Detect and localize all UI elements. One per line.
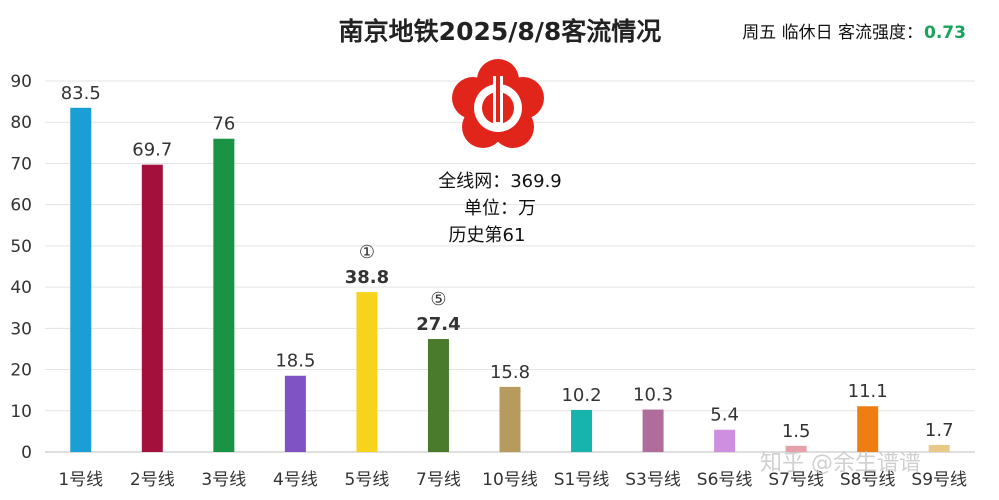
rank-marker: ⑤ <box>430 289 446 310</box>
y-tick-label: 90 <box>10 72 32 92</box>
bar-S8号线 <box>857 406 879 452</box>
intensity-value: 0.73 <box>924 23 966 43</box>
bar-S1号线 <box>571 409 593 452</box>
y-tick-label: 70 <box>10 154 32 174</box>
bar-S7号线 <box>785 445 807 452</box>
x-tick-label: S6号线 <box>697 470 753 490</box>
x-tick-label: S3号线 <box>625 470 681 490</box>
bar-7号线 <box>427 339 449 452</box>
bar-2号线 <box>141 164 163 453</box>
x-tick-label: 5号线 <box>345 470 390 490</box>
x-tick-label: S1号线 <box>554 470 610 490</box>
data-label: 69.7 <box>132 140 172 161</box>
y-tick-label: 10 <box>10 402 32 422</box>
bar-5号线 <box>356 292 378 452</box>
y-tick-label: 80 <box>10 113 32 133</box>
bars <box>70 107 950 453</box>
data-label: 83.5 <box>61 83 101 104</box>
x-tick-label: 10号线 <box>482 470 538 490</box>
data-label: 27.4 <box>416 314 460 335</box>
x-tick-label: S9号线 <box>911 470 967 490</box>
unit-label: 单位：万 <box>464 198 536 219</box>
x-tick-label: S7号线 <box>768 470 824 490</box>
bar-10号线 <box>499 386 521 452</box>
y-tick-label: 40 <box>10 278 32 298</box>
x-tick-label: 3号线 <box>201 470 246 490</box>
x-tick-label: 4号线 <box>273 470 318 490</box>
x-tick-label: 2号线 <box>130 470 175 490</box>
y-tick-label: 50 <box>10 237 32 257</box>
data-label: 1.5 <box>782 421 811 442</box>
y-tick-label: 60 <box>10 196 32 216</box>
y-ticks: 0 10 20 30 40 50 60 70 80 90 <box>10 72 32 463</box>
day-type-label: 周五 临休日 客流强度： <box>742 23 923 43</box>
data-label: 10.2 <box>561 385 601 406</box>
watermark: 知乎 @余生谱谱 <box>760 451 921 476</box>
y-tick-label: 20 <box>10 361 32 381</box>
x-tick-label: S8号线 <box>840 470 896 490</box>
y-tick-label: 0 <box>21 443 32 463</box>
total-ridership: 全线网：369.9 <box>438 171 562 192</box>
x-tick-label: 7号线 <box>416 470 461 490</box>
data-label: 15.8 <box>490 362 530 383</box>
x-tick-label: 1号线 <box>58 470 103 490</box>
bar-S9号线 <box>928 444 950 452</box>
bar-4号线 <box>284 375 306 452</box>
history-rank: 历史第61 <box>449 225 526 246</box>
bar-1号线 <box>70 107 92 453</box>
data-label: 1.7 <box>925 420 954 441</box>
y-tick-label: 30 <box>10 319 32 339</box>
data-label: 5.4 <box>710 405 739 426</box>
nanjing-metro-logo-icon <box>452 59 544 148</box>
data-label: 18.5 <box>275 351 315 372</box>
value-labels: 83.5 69.7 76 18.5 38.8 ① 27.4 ⑤ 15.8 10.2 10.3 5.4 1… <box>61 83 954 442</box>
data-label: 11.1 <box>848 381 888 402</box>
data-label: 76 <box>212 114 235 135</box>
x-labels: 1号线 2号线 3号线 4号线 5号线 7号线 10号线 S1号线 S3号线 S6号线 S7号线 S8… <box>58 470 967 490</box>
data-label: 38.8 <box>345 267 389 288</box>
bar-S3号线 <box>642 409 664 452</box>
rank-marker: ① <box>359 242 375 263</box>
bar-S6号线 <box>714 429 736 452</box>
data-label: 10.3 <box>633 385 673 406</box>
chart-title: 南京地铁2025/8/8客流情况 <box>339 17 662 46</box>
bar-3号线 <box>213 138 235 452</box>
